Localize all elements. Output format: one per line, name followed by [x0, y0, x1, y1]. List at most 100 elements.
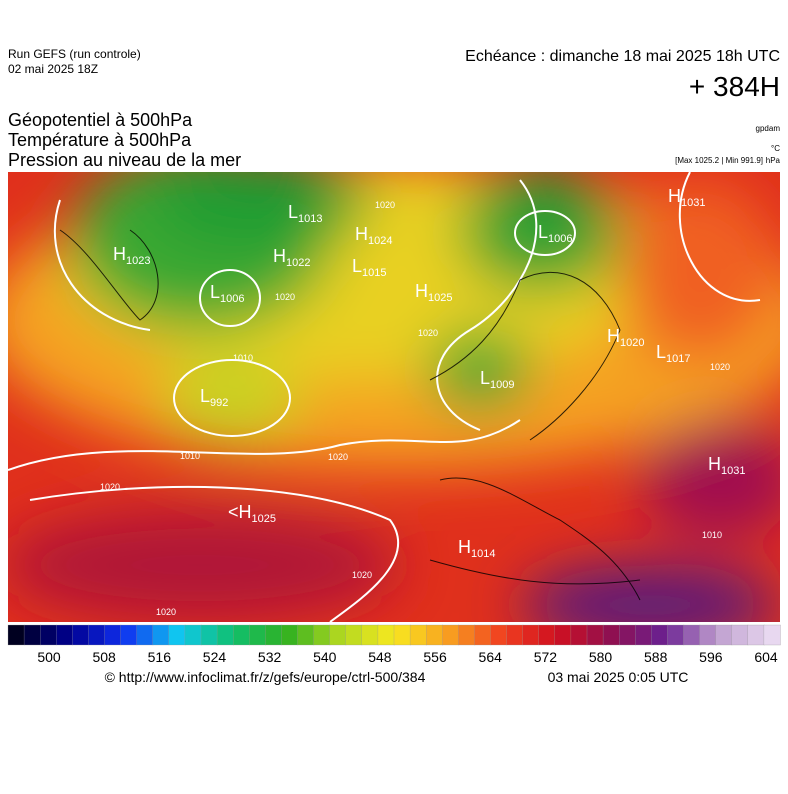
center-value: 1031	[681, 197, 705, 209]
colorbar-swatch	[216, 624, 234, 646]
pressure-center: L1015	[352, 256, 387, 279]
colorbar-swatch	[249, 624, 266, 646]
center-type: H	[415, 281, 428, 301]
pressure-center: L1009	[480, 368, 515, 391]
colorbar-swatch	[104, 624, 122, 646]
title: Température à 500hPa	[8, 130, 192, 150]
colorbar-swatch	[184, 624, 202, 646]
colorbar-tick-label: 516	[148, 649, 172, 665]
center-type: L	[200, 386, 210, 406]
colorbar-swatch	[56, 624, 73, 646]
pressure-center: <H1025	[228, 502, 276, 525]
colorbar-swatch	[200, 624, 218, 646]
isobar-label: 1020	[375, 200, 395, 210]
colorbar-swatch	[554, 624, 572, 646]
colorbar-tick-label: 500	[37, 649, 61, 665]
colorbar-tick-label: 596	[699, 649, 723, 665]
center-type: H	[458, 537, 471, 557]
colorbar-swatch	[602, 624, 620, 646]
colorbar-swatch	[361, 624, 379, 646]
colorbar-tick-label: 524	[203, 649, 227, 665]
colorbar-swatch	[474, 624, 492, 646]
colorbar-swatch	[619, 624, 636, 646]
colorbar-swatch	[329, 624, 347, 646]
center-type: L	[352, 256, 362, 276]
pressure-center: H1023	[113, 244, 150, 267]
colorbar-swatch	[265, 624, 283, 646]
colorbar-tick-label: 556	[423, 649, 447, 665]
center-value: 1013	[298, 213, 322, 225]
colorbar-swatch	[635, 624, 652, 646]
center-type: H	[668, 186, 681, 206]
pressure-center: L1013	[288, 202, 323, 225]
pressure-center: H1031	[708, 454, 745, 477]
center-value: 1025	[252, 513, 276, 525]
center-type: H	[113, 244, 126, 264]
isobar-label: 1020	[710, 362, 730, 372]
center-type: <H	[228, 502, 252, 522]
isobar-label: 1010	[702, 530, 722, 540]
isobar-label: 1020	[100, 482, 120, 492]
colorbar-tick-label: 548	[368, 649, 392, 665]
title: Pression au niveau de la mer	[8, 150, 241, 170]
center-value: 1025	[428, 292, 452, 304]
center-value: 1006	[220, 293, 244, 305]
pressure-center: H1031	[668, 186, 705, 209]
colorbar-swatch	[88, 624, 106, 646]
colorbar-swatch	[345, 624, 363, 646]
colorbar-tick-label: 588	[644, 649, 668, 665]
pressure-center: L1006	[210, 282, 245, 305]
colorbar-tick-label: 532	[258, 649, 282, 665]
colorbar-swatch	[731, 624, 749, 646]
colorbar-swatch	[442, 624, 459, 646]
colorbar-swatch	[699, 624, 717, 646]
colorbar-swatch	[522, 624, 540, 646]
unit: °C	[771, 144, 780, 153]
colorbar-swatch	[426, 624, 443, 646]
colorbar-swatch	[763, 624, 781, 646]
colorbar-swatch	[747, 624, 765, 646]
colorbar-swatch	[667, 624, 685, 646]
colorbar-swatch	[409, 624, 427, 646]
colorbar-swatch	[168, 624, 186, 646]
colorbar-tick-label: 508	[92, 649, 116, 665]
colorbar-swatch	[40, 624, 57, 646]
colorbar-swatch	[683, 624, 701, 646]
colorbar-swatch	[506, 624, 524, 646]
isobar-label: 1010	[180, 451, 200, 461]
center-type: H	[355, 224, 368, 244]
center-type: L	[656, 342, 666, 362]
colorbar-swatch	[651, 624, 669, 646]
colorbar-swatch	[393, 624, 411, 646]
colorbar-swatch	[490, 624, 508, 646]
colorbar-tick-label: 580	[589, 649, 613, 665]
center-value: 1014	[471, 548, 495, 560]
valid-time: Echéance : dimanche 18 mai 2025 18h UTC	[465, 48, 780, 65]
run: Run GEFS (run controle)	[8, 47, 141, 61]
center-type: H	[273, 246, 286, 266]
center-value: 1024	[368, 235, 392, 247]
center-value: 1015	[362, 267, 386, 279]
colorbar-swatch	[233, 624, 250, 646]
map	[8, 172, 780, 622]
colorbar-swatch	[297, 624, 315, 646]
colorbar-swatch	[538, 624, 556, 646]
run-date: 02 mai 2025 18Z	[8, 62, 98, 76]
pressure-center: L992	[200, 386, 228, 409]
pressure-center: H1022	[273, 246, 310, 269]
pressure-center: H1014	[458, 537, 495, 560]
colorbar-swatch	[586, 624, 604, 646]
colorbar-swatch	[7, 624, 25, 646]
pressure-center: L1006	[538, 222, 573, 245]
title: Géopotentiel à 500hPa	[8, 110, 193, 130]
isobar-label: 1020	[352, 570, 372, 580]
issued: 03 mai 2025 0:05 UTC	[548, 669, 689, 685]
isobar-label: 1020	[156, 607, 176, 617]
center-value: 1020	[620, 337, 644, 349]
pressure-center: H1020	[607, 326, 644, 349]
center-value: 1022	[286, 257, 310, 269]
source-url: © http://www.infoclimat.fr/z/gefs/europe…	[105, 669, 426, 685]
colorbar-swatch	[281, 624, 299, 646]
